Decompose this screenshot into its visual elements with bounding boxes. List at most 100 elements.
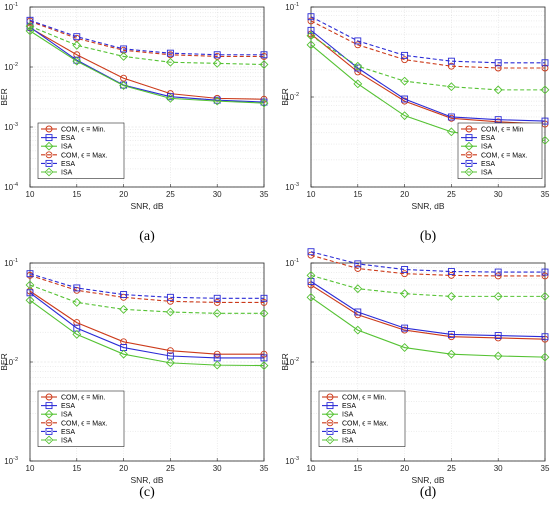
data-point [540,135,550,145]
data-point [72,329,82,339]
x-tick-label: 35 [541,190,550,199]
legend-label: ISA [342,412,354,419]
legend-item: ISA [461,167,493,177]
data-point [447,268,455,275]
series-com-min [26,287,268,358]
legend-label: ESA [61,161,75,168]
x-tick-label: 20 [119,190,128,199]
x-tick-label: 10 [307,190,316,199]
data-point [401,270,409,278]
x-tick-label: 25 [447,464,456,473]
legend-marker [44,167,54,177]
series-isa-max [306,31,550,95]
x-tick-label: 15 [353,464,362,473]
legend-item: ESA [461,134,495,142]
data-point [494,268,502,276]
data-point [354,260,362,268]
legend-marker [465,151,473,159]
x-axis-label: SNR, dB [411,475,444,485]
data-point [165,57,175,67]
data-point [354,37,362,45]
y-tick-base: 10 [4,3,13,12]
data-point [494,116,502,124]
legend-item: COM, ϵ = Max. [41,419,108,427]
data-point [73,284,81,292]
legend-marker [45,151,53,159]
legend-label: COM, ϵ = Min. [61,127,106,134]
series-line [310,281,546,338]
data-point [401,324,409,332]
data-point [25,26,35,36]
data-point [166,293,174,301]
y-tick-base: 10 [285,259,294,268]
x-tick-label: 25 [166,190,175,199]
data-point [166,347,174,355]
data-point [119,51,129,61]
data-point [307,278,315,285]
y-tick-base: 10 [4,123,13,132]
x-tick-label: 35 [260,190,269,199]
data-point [447,113,455,121]
series-com-max [307,251,549,280]
series-line [310,20,545,69]
y-tick-exponent: -2 [13,357,18,363]
series-com-max [307,17,549,72]
legend-marker [465,125,473,133]
data-point [446,291,456,301]
data-point [400,76,410,86]
data-point [494,59,502,67]
data-point [446,82,456,92]
data-point [541,333,549,341]
series-esa-max [26,16,268,59]
legend-label: COM, ϵ = Max. [342,420,389,427]
data-point [166,49,174,57]
legend-item: ISA [322,435,354,445]
legend-label: ISA [61,144,73,151]
data-point [166,297,174,305]
y-tick-base: 10 [4,183,13,192]
data-point [165,358,175,368]
x-tick-label: 15 [72,190,81,199]
series-line [29,30,265,104]
data-point [353,284,363,294]
series-line [310,284,546,340]
y-tick-label: 10-2 [4,357,18,367]
legend-label: COM, ϵ = Min. [61,395,106,402]
x-axis-label: SNR, dB [130,201,163,211]
y-tick-exponent: -2 [294,357,299,363]
legend-label: COM, ϵ = Min. [342,395,387,402]
series-isa-max [25,21,269,69]
series-esa-min [307,278,549,341]
y-tick-label: 10-2 [4,62,18,72]
series-isa-min [306,292,550,362]
y-tick-base: 10 [285,93,294,102]
y-axis-label: BER [280,353,290,370]
legend-label: ISA [61,170,73,177]
data-point [26,289,34,297]
data-point [541,64,549,72]
x-tick-label: 20 [119,464,128,473]
legend-item: ISA [41,167,73,177]
x-axis-label: SNR, dB [411,201,444,211]
y-tick-label: 10-4 [4,182,18,192]
legend-marker [326,402,334,410]
x-tick-label: 20 [400,190,409,199]
series-line [29,274,264,303]
data-point [307,26,315,34]
series-line [310,16,545,64]
data-point [260,51,268,59]
legend-item: COM, ϵ = Max. [461,151,528,159]
y-tick-label: 10-1 [4,2,18,12]
y-tick-base: 10 [4,358,13,367]
data-point [73,33,81,41]
x-tick-label: 10 [26,464,35,473]
legend-marker [464,167,474,177]
series-line [310,274,545,297]
legend-label: ISA [61,438,73,445]
data-point [212,96,222,106]
data-point [166,93,174,101]
legend-box [37,122,125,179]
